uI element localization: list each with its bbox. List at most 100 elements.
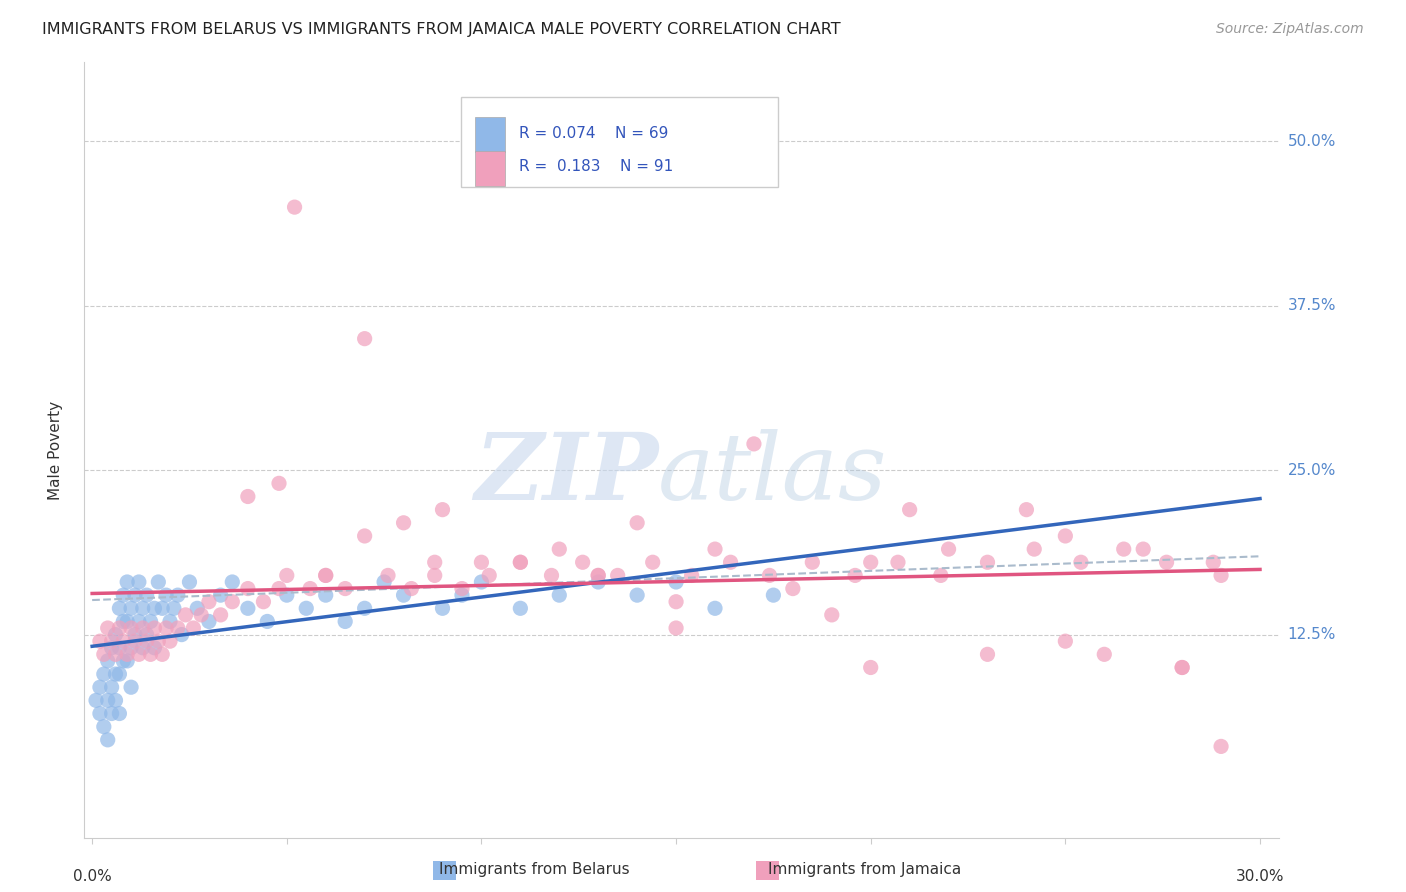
Point	[174, 607, 197, 622]
Point	[586, 568, 609, 582]
Point	[470, 574, 492, 589]
Point	[315, 568, 337, 582]
Point	[108, 601, 131, 615]
Text: IMMIGRANTS FROM BELARUS VS IMMIGRANTS FROM JAMAICA MALE POVERTY CORRELATION CHAR: IMMIGRANTS FROM BELARUS VS IMMIGRANTS FR…	[42, 22, 841, 37]
Point	[335, 582, 357, 596]
Point	[115, 648, 138, 662]
Point	[186, 601, 208, 615]
Point	[1092, 648, 1115, 662]
Point	[1171, 660, 1194, 674]
Point	[93, 667, 115, 681]
Point	[128, 648, 150, 662]
Point	[150, 648, 173, 662]
Point	[100, 706, 122, 721]
Point	[1070, 555, 1092, 569]
Point	[1112, 542, 1135, 557]
Point	[938, 542, 960, 557]
Point	[929, 568, 952, 582]
Point	[148, 574, 170, 589]
Point	[641, 555, 664, 569]
Point	[299, 582, 322, 596]
Point	[478, 568, 501, 582]
Point	[451, 582, 474, 596]
Text: 25.0%: 25.0%	[1288, 463, 1336, 478]
Text: 12.5%: 12.5%	[1288, 627, 1336, 642]
Point	[887, 555, 910, 569]
Point	[221, 574, 243, 589]
Point	[252, 595, 274, 609]
Point	[166, 588, 188, 602]
Point	[97, 621, 120, 635]
Point	[143, 621, 166, 635]
Point	[84, 693, 107, 707]
Point	[221, 595, 243, 609]
Point	[89, 706, 111, 721]
Point	[626, 516, 648, 530]
Point	[124, 634, 146, 648]
Point	[159, 615, 181, 629]
Point	[93, 720, 115, 734]
Point	[1171, 660, 1194, 674]
Point	[681, 568, 703, 582]
Point	[89, 634, 111, 648]
Point	[166, 621, 188, 635]
Point	[451, 588, 474, 602]
Point	[108, 706, 131, 721]
Point	[115, 615, 138, 629]
Point	[586, 568, 609, 582]
Point	[135, 634, 157, 648]
FancyBboxPatch shape	[461, 97, 778, 186]
Point	[898, 502, 921, 516]
Point	[353, 601, 375, 615]
Point	[108, 621, 131, 635]
Text: 0.0%: 0.0%	[73, 869, 111, 884]
Point	[704, 542, 727, 557]
Bar	[475, 118, 505, 153]
Point	[100, 634, 122, 648]
Point	[1015, 502, 1038, 516]
Point	[155, 588, 177, 602]
Point	[198, 615, 221, 629]
Point	[1024, 542, 1046, 557]
Text: Source: ZipAtlas.com: Source: ZipAtlas.com	[1216, 22, 1364, 37]
Point	[124, 627, 146, 641]
Point	[859, 660, 882, 674]
Point	[392, 588, 415, 602]
Point	[720, 555, 742, 569]
Point	[606, 568, 628, 582]
Point	[97, 732, 120, 747]
Point	[295, 601, 318, 615]
Point	[284, 200, 307, 214]
Point	[155, 621, 177, 635]
Point	[762, 588, 785, 602]
Point	[509, 601, 531, 615]
Point	[976, 555, 998, 569]
Point	[665, 595, 688, 609]
Text: Immigrants from Jamaica: Immigrants from Jamaica	[768, 863, 962, 877]
Point	[540, 568, 562, 582]
Point	[509, 555, 531, 569]
Point	[124, 588, 146, 602]
Point	[112, 654, 135, 668]
Point	[509, 555, 531, 569]
Point	[120, 640, 142, 655]
Text: 50.0%: 50.0%	[1288, 134, 1336, 149]
Point	[198, 595, 221, 609]
Point	[782, 582, 804, 596]
Text: 37.5%: 37.5%	[1288, 298, 1336, 313]
Point	[377, 568, 399, 582]
Point	[100, 680, 122, 694]
Point	[120, 601, 142, 615]
Point	[236, 582, 259, 596]
Point	[112, 588, 135, 602]
Point	[976, 648, 998, 662]
Point	[128, 574, 150, 589]
Point	[432, 502, 454, 516]
Point	[665, 621, 688, 635]
Point	[548, 542, 571, 557]
Point	[548, 588, 571, 602]
Point	[1054, 529, 1077, 543]
Point	[353, 332, 375, 346]
Point	[859, 555, 882, 569]
Point	[742, 437, 765, 451]
